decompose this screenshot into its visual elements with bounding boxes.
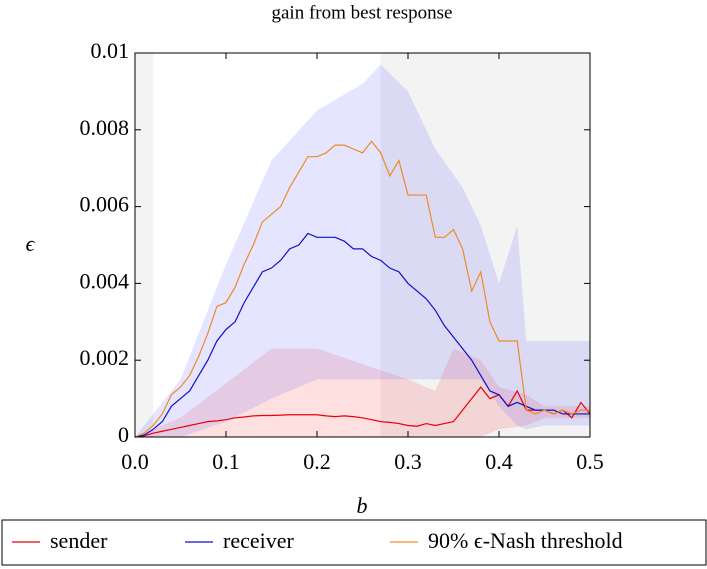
x-tick-label: 0.0 <box>121 449 149 474</box>
series-line <box>134 386 591 438</box>
legend-label: sender <box>50 528 108 553</box>
x-tick-label: 0.1 <box>212 449 240 474</box>
series-line <box>134 140 590 438</box>
y-tick-label: 0.01 <box>91 38 130 63</box>
y-tick-label: 0.006 <box>80 192 130 217</box>
y-tick-label: 0 <box>118 422 129 447</box>
x-tick-label: 0.3 <box>394 449 422 474</box>
y-tick-label: 0.002 <box>80 345 130 370</box>
legend-label: receiver <box>223 528 294 553</box>
x-tick-label: 0.2 <box>303 449 331 474</box>
legend-box <box>1 519 707 566</box>
shaded-region <box>380 53 590 437</box>
x-tick-label: 0.5 <box>576 449 604 474</box>
series-line <box>134 232 590 438</box>
confidence-band <box>135 64 590 438</box>
y-tick-label: 0.008 <box>80 115 130 140</box>
y-axis-label: ϵ <box>26 231 36 256</box>
y-tick-label: 0.004 <box>80 268 130 293</box>
legend-label: 90% ϵ-Nash threshold <box>428 528 623 553</box>
shaded-region <box>135 53 154 437</box>
chart-title: gain from best response <box>272 2 453 23</box>
plot-frame <box>134 52 591 438</box>
x-tick-label: 0.4 <box>485 449 513 474</box>
x-axis-label: b <box>357 493 368 518</box>
confidence-band <box>135 348 590 437</box>
